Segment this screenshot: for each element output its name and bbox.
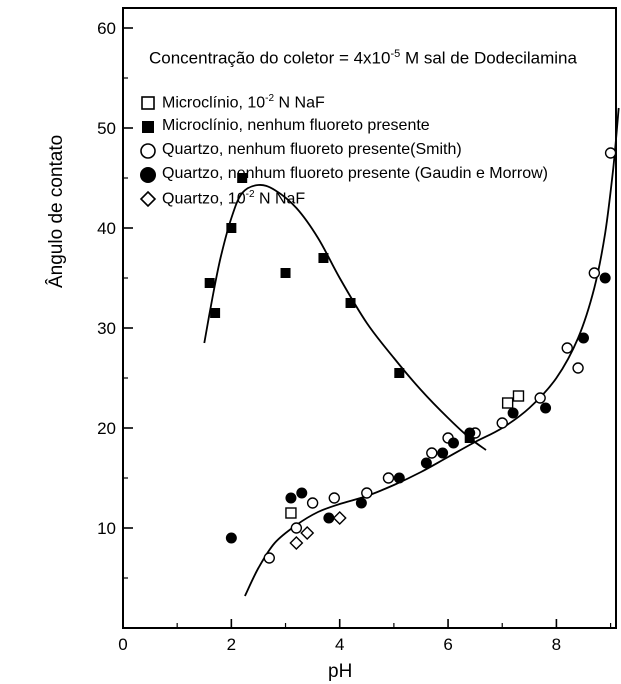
- data-point: [540, 402, 552, 414]
- legend-label: Quartzo, 10-2 N NaF: [162, 189, 305, 208]
- data-point: [290, 522, 303, 534]
- y-tick-label: 10: [97, 519, 116, 538]
- data-point: [512, 390, 525, 402]
- x-axis-title: pH: [322, 661, 359, 683]
- y-tick-label: 30: [97, 319, 116, 338]
- legend-title-box: [135, 40, 605, 92]
- data-point: [393, 472, 405, 484]
- data-point: [464, 427, 476, 439]
- data-point: [447, 437, 459, 449]
- data-point: [237, 173, 248, 183]
- legend-label-tail: N NaF: [254, 190, 306, 208]
- data-point: [588, 267, 601, 279]
- data-point: [426, 447, 438, 459]
- data-point: [204, 278, 215, 288]
- data-point: [210, 308, 221, 318]
- y-tick-label: 50: [97, 119, 116, 138]
- x-tick-label: 0: [118, 635, 127, 654]
- collector-concentration-unit: M sal de Dodecilamina: [400, 48, 577, 68]
- data-point: [318, 253, 329, 263]
- legend-label-tail: N NaF: [274, 94, 325, 112]
- legend-label: Microclínio, nenhum fluoreto presente: [162, 117, 430, 134]
- data-point: [507, 407, 519, 419]
- data-point: [296, 487, 308, 499]
- data-point: [437, 447, 449, 459]
- diamond-open-marker-icon: [139, 190, 157, 208]
- x-tick-label: 2: [227, 635, 236, 654]
- collector-concentration-exponent: -5: [390, 48, 401, 60]
- legend-item-quartzo-naf: Quartzo, 10-2 N NaF: [135, 188, 305, 210]
- data-point: [394, 368, 405, 378]
- legend-item-microclinio-sem-fluoreto: Microclínio, nenhum fluoreto presente: [135, 116, 430, 138]
- plot-frame: [122, 7, 617, 629]
- data-point: [332, 511, 347, 525]
- data-point: [225, 532, 237, 544]
- data-point: [361, 487, 373, 499]
- y-axis-title-box: Ângulo de contato: [0, 0, 84, 288]
- circle-filled-marker-icon: [140, 167, 156, 183]
- square-open-marker-icon: [141, 96, 155, 110]
- legend-label-exponent: -2: [245, 189, 255, 200]
- data-point: [382, 472, 395, 484]
- data-point: [285, 492, 297, 504]
- legend-label-main: Quartzo, 10: [162, 190, 246, 208]
- y-axis-title: Ângulo de contato: [46, 134, 67, 288]
- data-point: [226, 223, 237, 233]
- data-point: [501, 397, 514, 409]
- data-point: [289, 536, 304, 550]
- legend-label: Quartzo, nenhum fluoreto presente(Smith): [162, 141, 462, 158]
- x-tick-label: 4: [335, 635, 344, 654]
- collector-concentration-text: Concentração do coletor = 4x10: [149, 48, 391, 68]
- data-point: [572, 362, 584, 374]
- legend-label: Microclínio, 10-2 N NaF: [162, 93, 325, 112]
- collector-concentration: Concentração do coletor = 4x10-5 M sal d…: [149, 48, 577, 69]
- data-point: [280, 268, 291, 278]
- data-point: [345, 298, 356, 308]
- data-point: [285, 507, 297, 519]
- data-point: [306, 497, 319, 509]
- x-tick-label: 6: [443, 635, 452, 654]
- legend-item-microclinio-naf: Microclínio, 10-2 N NaF: [135, 92, 325, 114]
- data-point: [263, 552, 275, 564]
- data-point: [561, 342, 573, 354]
- data-point: [599, 272, 611, 284]
- x-tick-label: 8: [552, 635, 561, 654]
- y-tick-label: 40: [97, 219, 116, 238]
- legend-label: Quartzo, nenhum fluoreto presente (Gaudi…: [162, 165, 548, 182]
- y-tick-label: 20: [97, 419, 116, 438]
- data-point: [420, 457, 432, 469]
- y-tick-label: 60: [97, 19, 116, 38]
- data-point: [534, 392, 546, 404]
- data-point: [355, 497, 367, 509]
- data-point: [577, 332, 589, 344]
- legend-item-quartzo-gaudin-morrow: Quartzo, nenhum fluoreto presente (Gaudi…: [135, 164, 548, 186]
- data-point: [323, 512, 335, 524]
- circle-open-marker-icon: [140, 143, 156, 159]
- data-point: [328, 492, 340, 504]
- legend-label-exponent: -2: [265, 93, 275, 104]
- legend-item-quartzo-smith: Quartzo, nenhum fluoreto presente(Smith): [135, 140, 462, 162]
- data-point: [496, 417, 508, 429]
- data-point: [300, 526, 315, 540]
- square-filled-marker-icon: [142, 121, 154, 133]
- legend-label-main: Microclínio, 10: [162, 94, 266, 112]
- trend-curve: [203, 184, 487, 451]
- data-point: [604, 147, 617, 159]
